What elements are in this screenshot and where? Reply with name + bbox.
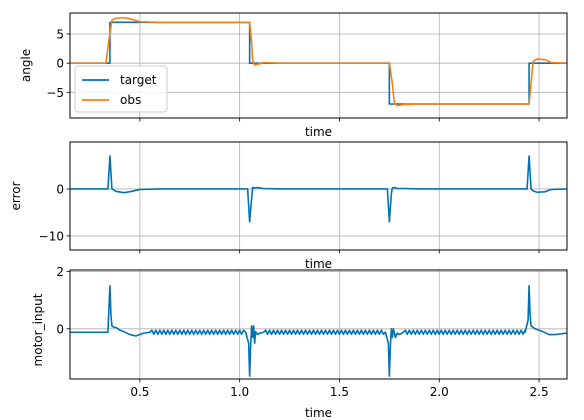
motor-input-grid bbox=[70, 270, 567, 379]
error-ylabel: error bbox=[9, 181, 23, 210]
motor-input-frame bbox=[69, 269, 568, 380]
angle-ticks: 5 0 −5 bbox=[46, 28, 540, 122]
motor-input-xtick-label: 2.0 bbox=[430, 385, 449, 399]
error-lines bbox=[70, 155, 568, 223]
angle-lines bbox=[70, 16, 568, 107]
motor-input-ytick-label: 2 bbox=[56, 265, 64, 279]
motor-input-series-line bbox=[70, 284, 568, 377]
legend: target obs bbox=[74, 65, 168, 113]
motor-input-xtick-label: 0.5 bbox=[130, 385, 149, 399]
error-series-line bbox=[70, 155, 568, 223]
legend-target-label: target bbox=[120, 73, 157, 87]
angle-xlabel: time bbox=[305, 125, 332, 139]
angle-ytick-label: −5 bbox=[46, 86, 64, 100]
error-ytick-label: 0 bbox=[56, 182, 64, 196]
angle-ytick-label: 5 bbox=[56, 28, 64, 42]
error-plot-area bbox=[70, 142, 567, 250]
motor-input-ticks: 0.5 1.0 1.5 2.0 2.5 2 0 bbox=[56, 265, 548, 399]
angle-series-obs bbox=[70, 16, 568, 107]
angle-ytick-label: 0 bbox=[56, 57, 64, 71]
motor-input-ytick-label: 0 bbox=[56, 322, 64, 336]
motor-input-xtick-label: 1.0 bbox=[230, 385, 249, 399]
motor-input-xlabel: time bbox=[305, 406, 332, 420]
motor-input-xtick-label: 1.5 bbox=[330, 385, 349, 399]
motor-input-lines bbox=[70, 284, 568, 377]
error-xlabel: time bbox=[305, 257, 332, 271]
angle-ylabel: angle bbox=[19, 49, 33, 82]
error-frame bbox=[69, 141, 568, 251]
motor-input-ylabel: motor_input bbox=[31, 293, 45, 366]
error-ytick-label: −10 bbox=[39, 229, 64, 243]
motor-input-panel: 0.5 1.0 1.5 2.0 2.5 2 0 motor_input time bbox=[31, 265, 568, 420]
angle-frame bbox=[69, 12, 568, 119]
motor-input-plot-area bbox=[70, 270, 567, 379]
motor-input-xtick-label: 2.5 bbox=[530, 385, 549, 399]
error-ticks: 0 −10 bbox=[39, 182, 540, 254]
angle-panel: 5 0 −5 angle time target obs bbox=[19, 12, 568, 139]
legend-obs-label: obs bbox=[120, 93, 141, 107]
error-panel: 0 −10 error time bbox=[9, 141, 568, 271]
